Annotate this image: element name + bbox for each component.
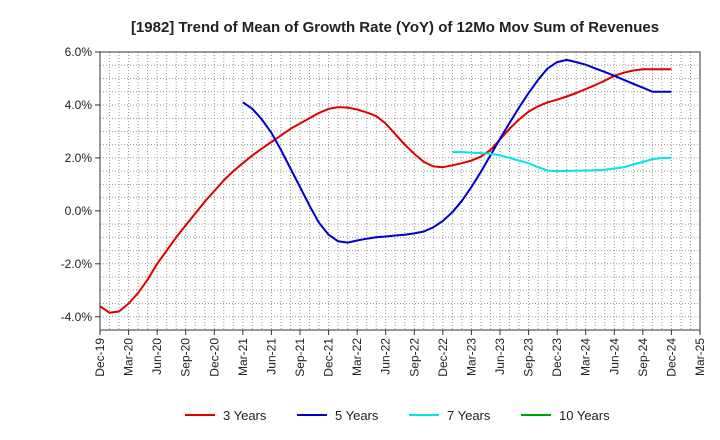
x-tick-label: Jun-24	[607, 338, 621, 375]
axes: 6.0% 4.0% 2.0% 0.0% -2.0% -4.0%Dec-19 Mar-20 Ju…	[61, 45, 707, 377]
x-tick-label: Jun-20	[150, 338, 164, 375]
x-tick-label: Dec-22	[436, 338, 450, 377]
x-tick-label: Sep-24	[636, 338, 650, 377]
x-tick-label: Sep-23	[522, 338, 536, 377]
legend-label: 10 Years	[559, 408, 610, 423]
y-tick-label: -2.0%	[61, 257, 93, 271]
y-tick-label: 6.0%	[65, 45, 93, 59]
x-tick-label: Jun-21	[264, 338, 278, 375]
x-tick-label: Sep-20	[179, 338, 193, 377]
x-tick-label: Dec-24	[664, 338, 678, 377]
legend: 3 Years 5 Years 7 Years 10 Years	[185, 408, 610, 423]
chart-title: [1982] Trend of Mean of Growth Rate (YoY…	[131, 19, 659, 36]
y-tick-label: 0.0%	[65, 204, 93, 218]
y-tick-label: -4.0%	[61, 310, 93, 324]
x-tick-label: Mar-22	[350, 338, 364, 376]
y-tick-label: 2.0%	[65, 151, 93, 165]
plot-frame	[99, 51, 701, 331]
x-tick-label: Dec-19	[93, 338, 107, 377]
legend-label: 5 Years	[335, 408, 379, 423]
x-tick-label: Jun-22	[379, 338, 393, 375]
x-tick-label: Sep-21	[293, 338, 307, 377]
grid	[100, 52, 700, 330]
plot-area	[100, 52, 700, 330]
x-tick-label: Mar-25	[693, 338, 707, 376]
x-tick-label: Dec-20	[207, 338, 221, 377]
x-tick-label: Jun-23	[493, 338, 507, 375]
series-line-7-years	[452, 151, 672, 173]
series-line-5-years	[242, 58, 672, 244]
series-line-3-years	[99, 68, 672, 314]
legend-label: 3 Years	[223, 408, 267, 423]
x-tick-label: Sep-22	[407, 338, 421, 377]
plot-background	[100, 52, 700, 330]
x-tick-label: Dec-23	[550, 338, 564, 377]
x-tick-label: Dec-21	[322, 338, 336, 377]
legend-label: 7 Years	[447, 408, 491, 423]
x-tick-label: Mar-20	[122, 338, 136, 376]
y-tick-label: 4.0%	[65, 98, 93, 112]
x-tick-label: Mar-24	[579, 338, 593, 376]
x-tick-label: Mar-21	[236, 338, 250, 376]
x-tick-label: Mar-23	[464, 338, 478, 376]
series-layer	[99, 58, 672, 314]
